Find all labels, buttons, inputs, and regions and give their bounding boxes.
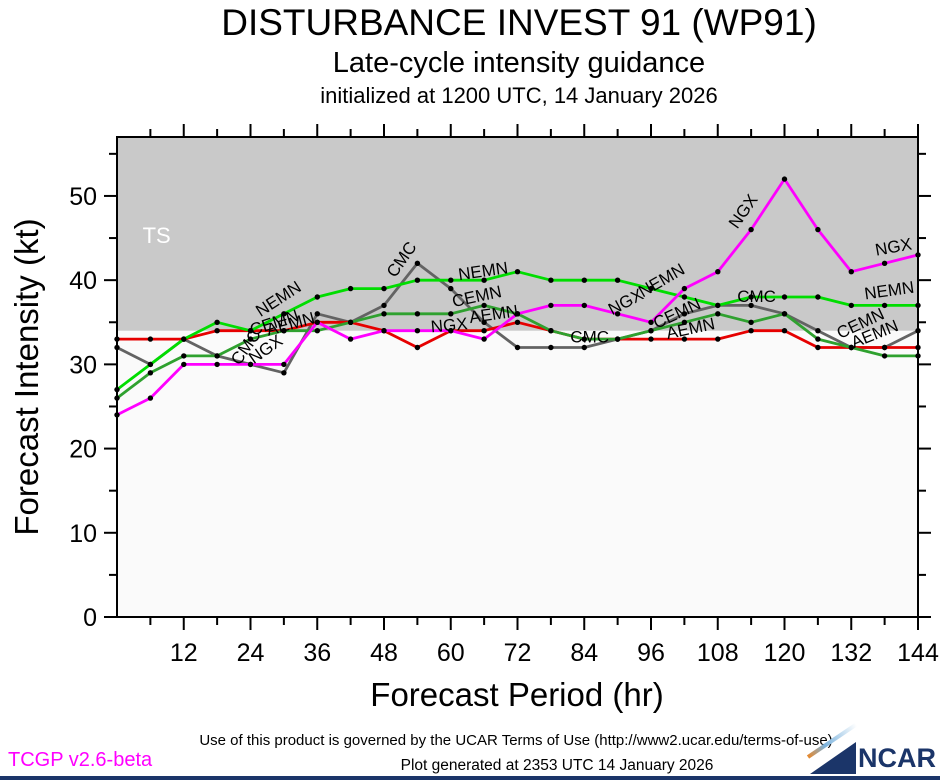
x-tick-label: 48 (370, 639, 398, 667)
ncar-logo: NCAR (806, 722, 936, 774)
x-tick-label: 72 (504, 639, 532, 667)
ncar-logo-text: NCAR (858, 742, 936, 773)
line-label-CMC: CMC (570, 328, 609, 347)
x-tick-label: 84 (570, 639, 598, 667)
y-tick-label: 40 (69, 267, 97, 295)
series-NEMN (114, 269, 921, 393)
x-tick-label: 108 (697, 639, 739, 667)
line-label-CMC: CMC (737, 287, 776, 306)
ts-band (117, 137, 918, 331)
init-time-line: initialized at 1200 UTC, 14 January 2026 (320, 83, 718, 108)
x-tick-label: 120 (764, 639, 806, 667)
page-subtitle: Late-cycle intensity guidance (332, 47, 706, 79)
y-tick-label: 10 (69, 520, 97, 548)
intensity-guidance-chart: TS 12 24 36 48 60 72 84 96 108 120 132 144 0 10 20 30 40 5… (69, 124, 939, 667)
y-tick-label: 50 (69, 183, 97, 211)
series-NGX (114, 176, 921, 418)
x-tick-label: 96 (637, 639, 665, 667)
terms-of-use-text: Use of this product is governed by the U… (199, 732, 833, 749)
y-tick-label: 0 (83, 604, 97, 632)
x-axis-label: Forecast Period (hr) (370, 676, 664, 713)
y-tick-label: 20 (69, 436, 97, 464)
y-tick-label: 30 (69, 351, 97, 379)
ts-band-label: TS (143, 223, 171, 248)
tcgp-version-text: TCGP v2.6-beta (8, 749, 153, 771)
line-label-NGX: NGX (430, 314, 468, 336)
x-tick-label: 132 (830, 639, 872, 667)
x-tick-label: 24 (237, 639, 265, 667)
x-tick-label: 60 (437, 639, 465, 667)
plot-generated-text: Plot generated at 2353 UTC 14 January 20… (400, 757, 714, 774)
bottom-navy-bar (0, 776, 940, 780)
page-title: DISTURBANCE INVEST 91 (WP91) (221, 2, 817, 43)
plot-border (116, 136, 919, 618)
x-tick-label: 144 (897, 639, 939, 667)
x-tick-label: 36 (303, 639, 331, 667)
ncar-logo-triangle-icon (806, 722, 858, 774)
x-tick-label: 12 (170, 639, 198, 667)
